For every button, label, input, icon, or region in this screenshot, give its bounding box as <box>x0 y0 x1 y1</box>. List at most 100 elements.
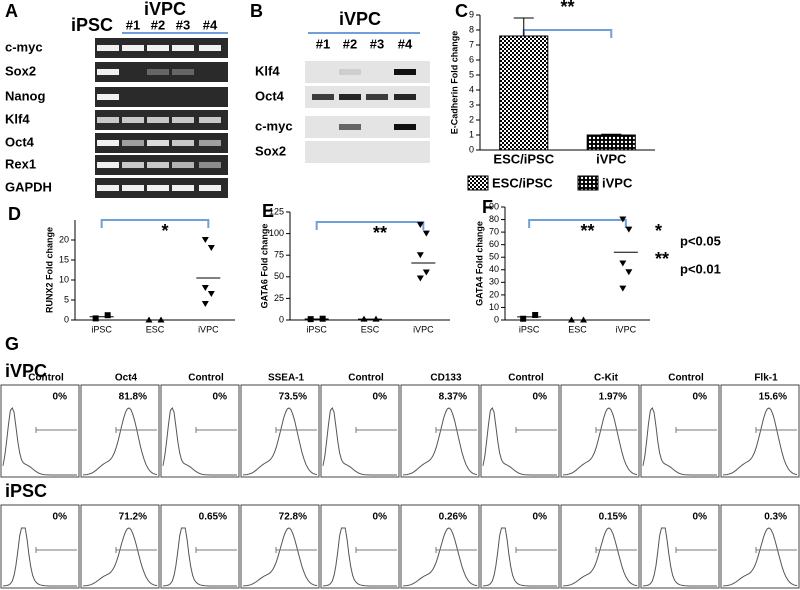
gate <box>755 547 797 553</box>
y-tick-label: 5 <box>469 69 474 79</box>
flow-panel <box>240 504 320 589</box>
gate <box>355 427 397 433</box>
gene-label: Sox2 <box>5 63 36 78</box>
p-legend-mark: ** <box>655 249 669 269</box>
marker-label: Control <box>508 373 544 384</box>
y-tick-label: 20 <box>489 289 499 299</box>
lane-label: #4 <box>398 36 413 51</box>
gene-label: Klf4 <box>255 63 280 78</box>
gel-band <box>122 162 144 168</box>
percent: 0% <box>693 512 708 523</box>
data-point <box>207 245 215 251</box>
gene-label: GAPDH <box>5 179 52 194</box>
gel-band <box>312 94 334 100</box>
percent: 0% <box>533 512 548 523</box>
gate <box>435 427 477 433</box>
y-tick-label: 50 <box>489 252 499 262</box>
gene-label: Oct4 <box>255 88 285 103</box>
gate <box>675 427 717 433</box>
panel-letter: D <box>8 204 21 224</box>
gene-label: Oct4 <box>5 134 35 149</box>
data-point <box>619 216 627 223</box>
row-label: iPSC <box>5 481 47 501</box>
panel-letter: A <box>5 1 18 21</box>
y-tick-label: 40 <box>489 264 499 274</box>
gate <box>35 547 77 553</box>
x-tick-label: iPSC <box>519 324 540 334</box>
bar <box>499 35 549 151</box>
legend-swatch <box>577 175 599 191</box>
percent: 0.26% <box>439 512 467 523</box>
lane-label: #2 <box>343 36 357 51</box>
histogram <box>402 407 478 476</box>
gel-band <box>122 185 144 191</box>
gate <box>675 547 717 553</box>
percent: 0.65% <box>199 512 227 523</box>
y-tick-label: 100 <box>269 228 284 238</box>
flow-panel <box>400 504 480 589</box>
percent: 0% <box>693 392 708 403</box>
data-point <box>422 269 430 276</box>
significance-mark: ** <box>373 223 387 243</box>
histogram <box>162 407 237 476</box>
gene-label: Sox2 <box>255 143 286 158</box>
data-point <box>207 291 215 297</box>
data-point <box>625 226 633 233</box>
gene-label: Klf4 <box>5 111 30 126</box>
flow-panel <box>0 504 80 589</box>
gel-band <box>172 162 194 168</box>
gate <box>755 427 797 433</box>
histogram <box>322 407 397 476</box>
flow-panel <box>480 384 560 478</box>
x-tick-label: iVPC <box>413 324 434 334</box>
gel-header: iVPC <box>144 0 186 19</box>
y-tick-label: 75 <box>274 250 284 260</box>
percent: 0% <box>53 512 68 523</box>
percent: 71.2% <box>119 512 147 523</box>
marker-label: C-Kit <box>594 373 619 384</box>
histogram <box>642 527 717 587</box>
histogram <box>322 527 397 587</box>
gel-band <box>97 162 119 168</box>
percent: 0% <box>373 512 388 523</box>
gel-band <box>394 94 416 100</box>
gel-band <box>172 140 194 146</box>
data-point <box>625 269 633 276</box>
y-tick-label: 6 <box>469 54 474 64</box>
x-tick-label: iVPC <box>596 151 627 166</box>
percent: 0% <box>373 392 388 403</box>
y-tick-label: 5 <box>64 294 69 304</box>
histogram <box>642 407 717 476</box>
y-tick-label: 60 <box>489 239 499 249</box>
percent: 0% <box>213 392 228 403</box>
gate <box>435 547 477 553</box>
percent: 1.97% <box>599 392 627 403</box>
significance-bracket <box>528 219 627 228</box>
gene-label: Rex1 <box>5 156 36 171</box>
lane-label: #2 <box>151 17 165 32</box>
p-legend-label: p<0.05 <box>680 233 721 248</box>
gel-band <box>147 69 169 75</box>
percent: 15.6% <box>759 392 787 403</box>
gene-label: c-myc <box>5 39 43 54</box>
error-bar <box>513 17 534 36</box>
gate <box>35 427 77 433</box>
y-tick-label: 0 <box>64 314 69 324</box>
gel-band <box>172 117 194 123</box>
legend-label: ESC/iPSC <box>492 175 553 190</box>
flow-panel <box>640 504 720 589</box>
y-tick-label: 20 <box>59 234 69 244</box>
x-tick-label: iVPC <box>198 324 219 334</box>
p-legend-mark: * <box>655 221 662 241</box>
data-point <box>201 301 209 307</box>
gel-band <box>199 185 221 191</box>
y-tick-label: 2 <box>469 114 474 124</box>
gate <box>595 427 637 433</box>
gel-band <box>339 124 361 130</box>
data-point <box>416 275 424 282</box>
flow-panel <box>160 384 240 478</box>
significance-mark: ** <box>560 0 574 17</box>
marker-label: Flk-1 <box>754 373 778 384</box>
y-tick-label: 8 <box>469 24 474 34</box>
